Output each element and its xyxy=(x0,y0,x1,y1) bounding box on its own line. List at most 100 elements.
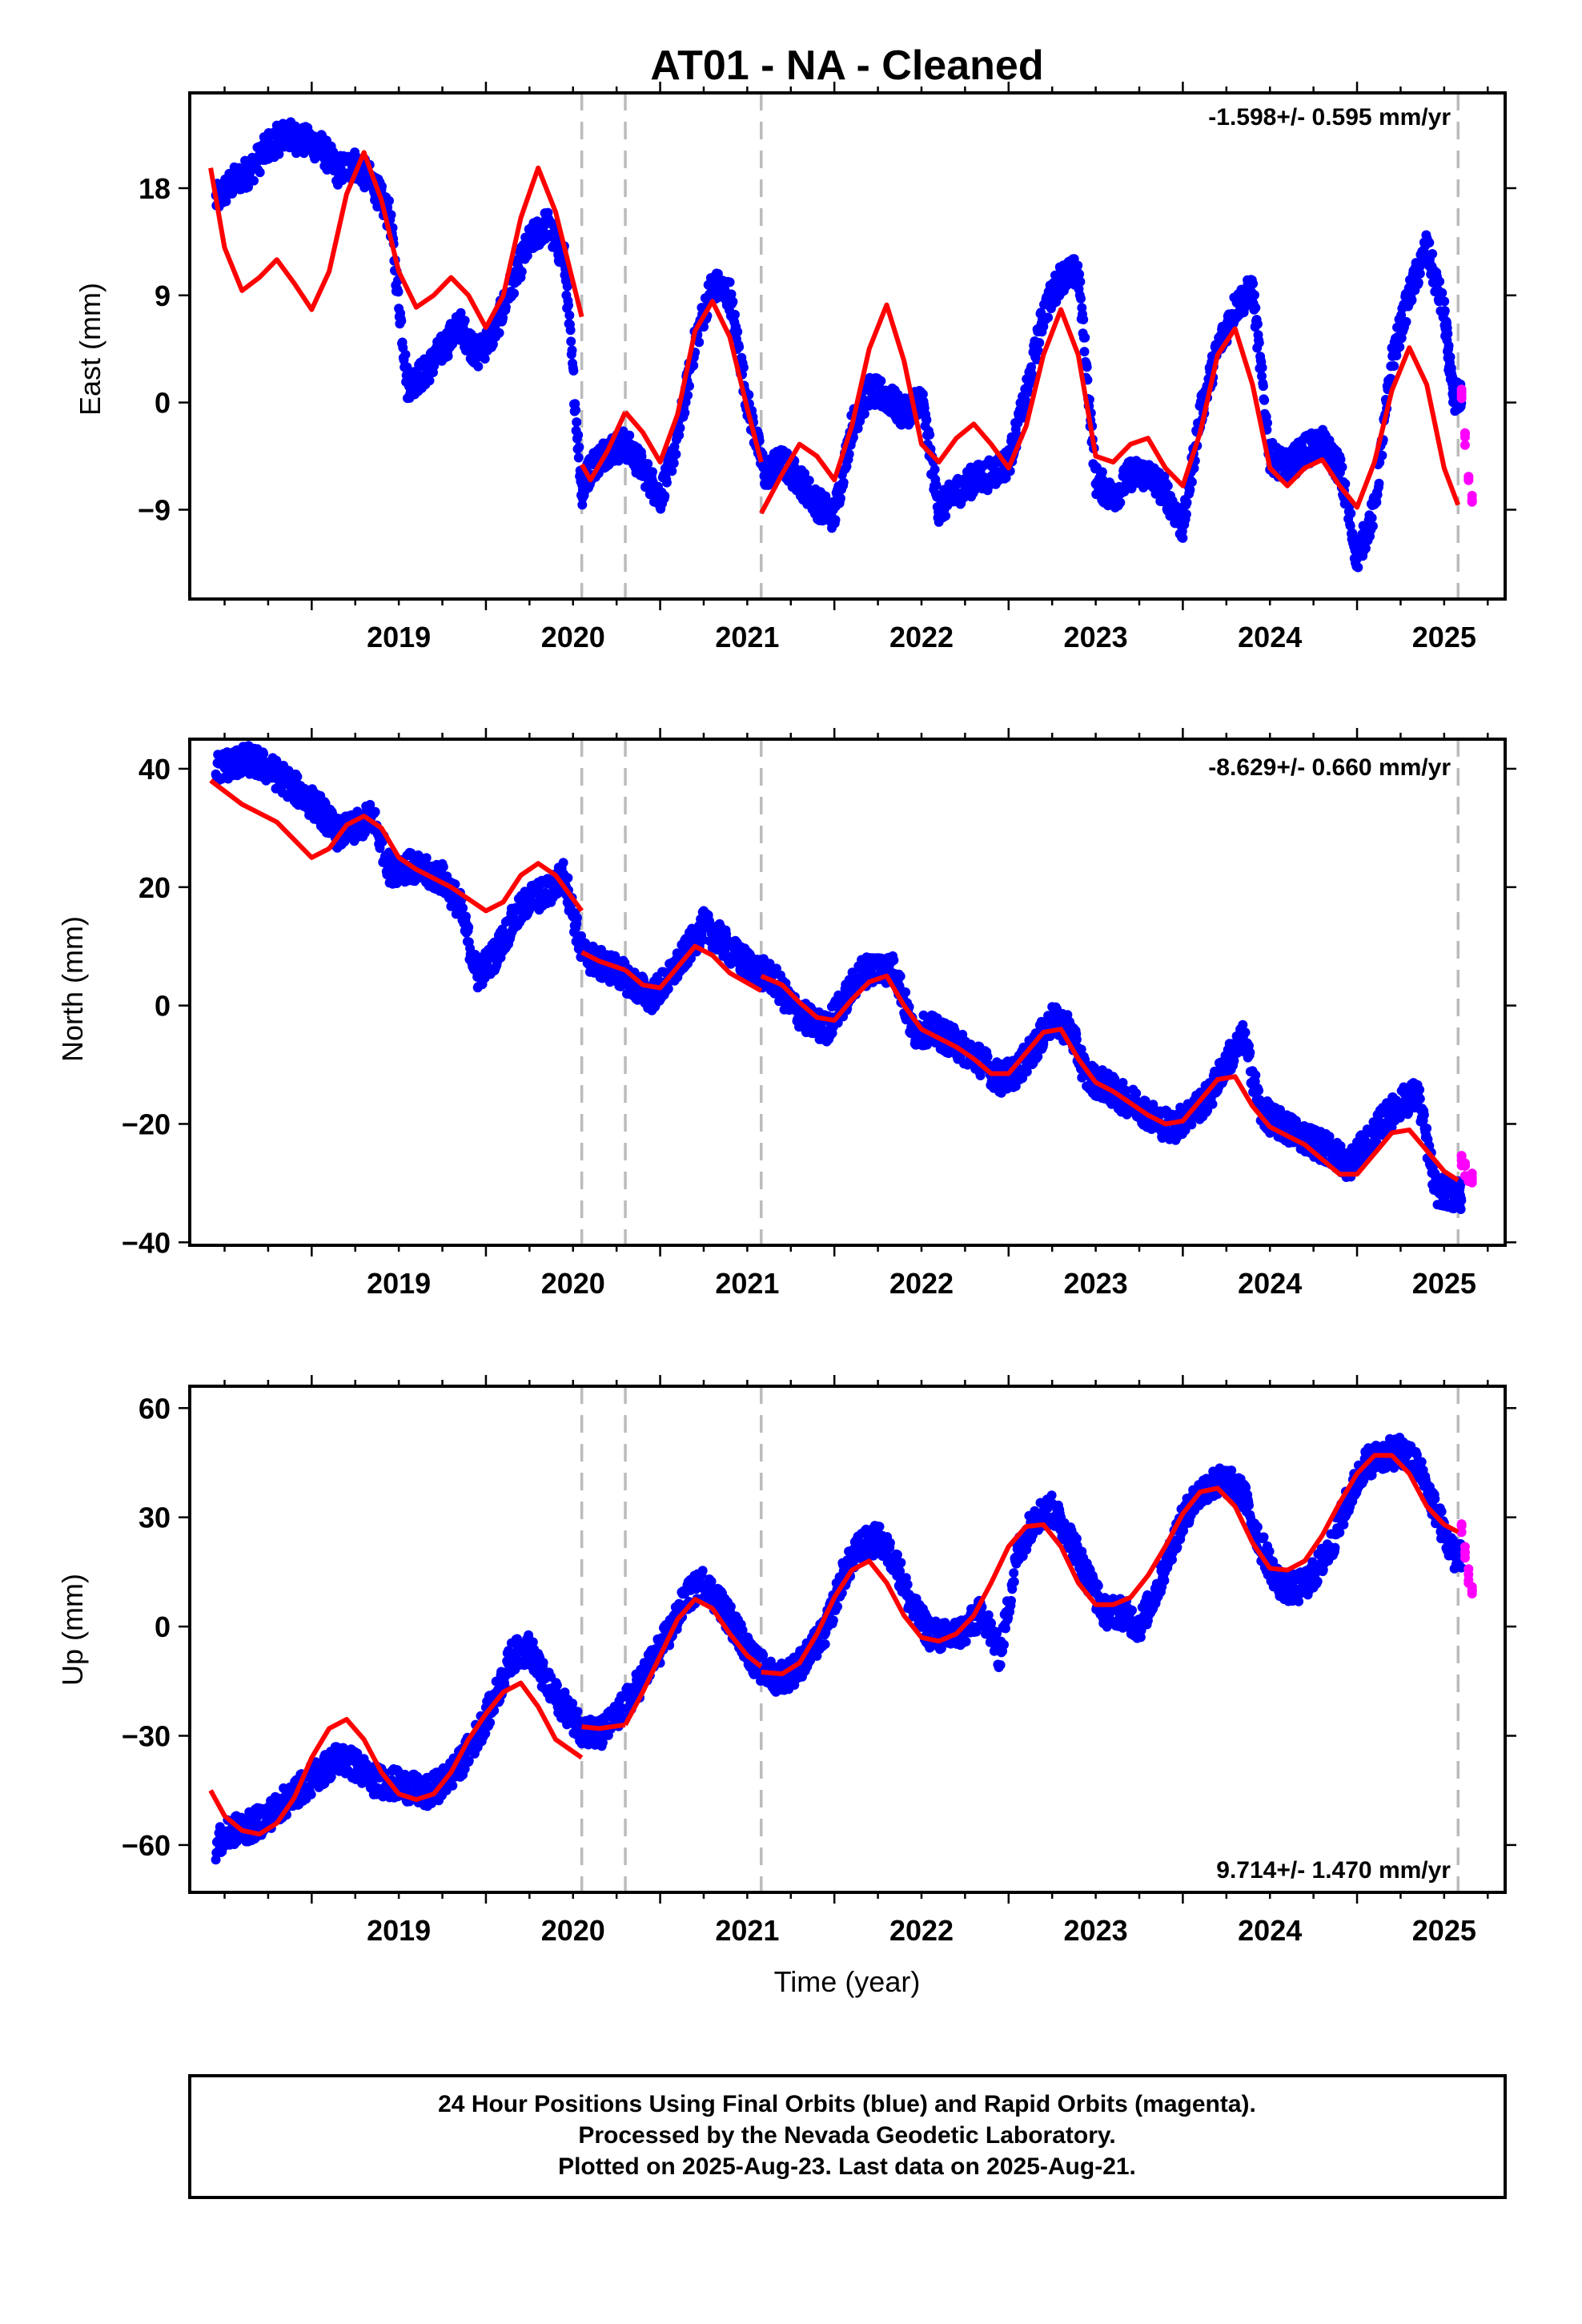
east-final-orbit-point xyxy=(675,423,685,433)
east-final-orbit-point xyxy=(393,287,404,297)
east-final-orbit-point xyxy=(726,289,737,300)
east-final-orbit-point xyxy=(1413,278,1423,287)
east-final-orbit-point xyxy=(572,417,582,428)
east-final-orbit-point xyxy=(669,458,679,468)
east-final-orbit-point xyxy=(1182,497,1192,508)
east-y-tick-label: 9 xyxy=(155,279,171,312)
east-final-orbit-point xyxy=(1445,352,1456,362)
east-final-orbit-point xyxy=(567,345,577,356)
east-final-orbit-point xyxy=(509,288,520,299)
east-final-orbit-point xyxy=(460,316,470,326)
east-final-orbit-point xyxy=(804,476,814,485)
east-final-orbit-point xyxy=(574,442,584,452)
east-final-orbit-point xyxy=(905,416,916,427)
east-final-orbit-point xyxy=(930,464,940,475)
north-final-orbit-point xyxy=(370,806,380,817)
north-final-orbit-point xyxy=(461,911,471,922)
east-final-orbit-point xyxy=(730,309,740,320)
north-final-orbit-point xyxy=(1419,1110,1429,1120)
north-final-orbit-point xyxy=(1254,1085,1264,1096)
north-final-orbit-point xyxy=(1415,1084,1425,1095)
east-final-orbit-point xyxy=(734,342,745,352)
east-final-orbit-point xyxy=(1415,268,1425,279)
east-final-orbit-point xyxy=(733,327,743,337)
north-final-orbit-point xyxy=(292,771,303,782)
east-final-orbit-point xyxy=(1395,342,1405,352)
north-final-orbit-point xyxy=(563,873,573,883)
east-rapid-orbit-point xyxy=(1460,440,1470,450)
east-final-orbit-point xyxy=(725,277,735,287)
east-final-orbit-point xyxy=(396,316,407,326)
east-final-orbit-point xyxy=(1252,319,1263,329)
east-x-tick-label: 2021 xyxy=(715,621,779,653)
east-final-orbit-point xyxy=(577,500,588,510)
east-final-orbit-point xyxy=(1401,316,1411,327)
east-final-orbit-point xyxy=(1443,328,1453,339)
east-final-orbit-point xyxy=(1435,276,1445,287)
east-final-orbit-point xyxy=(516,267,527,277)
north-final-orbit-point xyxy=(558,858,568,868)
east-final-orbit-point xyxy=(1082,362,1092,372)
north-final-orbit-point xyxy=(1422,1124,1432,1133)
east-final-orbit-point xyxy=(500,302,511,312)
north-final-orbit-point xyxy=(1251,1070,1261,1080)
east-final-orbit-point xyxy=(1251,303,1261,313)
north-final-orbit-point xyxy=(1415,1094,1425,1104)
east-final-orbit-point xyxy=(838,477,849,488)
east-final-orbit-point xyxy=(573,430,584,440)
east-final-orbit-point xyxy=(1367,521,1378,531)
east-final-orbit-point xyxy=(660,491,670,501)
east-final-orbit-point xyxy=(564,310,575,320)
north-final-orbit-point xyxy=(1131,1088,1142,1099)
north-final-orbit-point xyxy=(259,749,269,759)
east-final-orbit-point xyxy=(1043,312,1054,323)
east-final-orbit-point xyxy=(443,351,453,361)
east-final-orbit-point xyxy=(565,325,576,336)
east-x-tick-label: 2019 xyxy=(367,621,431,653)
east-final-orbit-point xyxy=(1162,480,1173,491)
north-final-orbit-point xyxy=(572,913,582,923)
east-final-orbit-point xyxy=(1427,249,1438,259)
east-final-orbit-point xyxy=(671,449,681,460)
east-final-orbit-point xyxy=(661,477,672,488)
east-final-orbit-point xyxy=(1033,346,1043,356)
east-final-orbit-point xyxy=(1073,260,1083,271)
north-final-orbit-point xyxy=(471,952,481,963)
east-final-orbit-point xyxy=(667,466,677,476)
east-final-orbit-point xyxy=(1372,489,1383,500)
east-final-orbit-point xyxy=(1257,371,1267,381)
east-final-orbit-point xyxy=(1023,387,1034,397)
east-final-orbit-point xyxy=(1371,497,1382,508)
east-plot-frame xyxy=(188,91,1507,601)
east-final-orbit-point xyxy=(255,167,265,178)
east-final-orbit-point xyxy=(1345,521,1355,531)
east-final-orbit-point xyxy=(1424,238,1435,247)
north-final-orbit-point xyxy=(895,971,905,982)
east-x-tick-label: 2023 xyxy=(1064,621,1128,653)
east-final-orbit-point xyxy=(480,354,490,364)
east-final-orbit-point xyxy=(1078,315,1089,324)
east-rapid-orbit-point xyxy=(1460,428,1470,438)
north-final-orbit-point xyxy=(1240,1027,1251,1038)
east-final-orbit-point xyxy=(386,210,396,220)
east-rapid-orbit-point xyxy=(1467,497,1477,507)
east-final-orbit-point xyxy=(1437,287,1447,298)
east-final-orbit-point xyxy=(1374,478,1384,489)
east-rapid-orbit-point xyxy=(1456,387,1467,397)
east-final-orbit-point xyxy=(1034,338,1045,348)
east-final-orbit-point xyxy=(917,389,928,400)
east-final-orbit-point xyxy=(221,196,231,207)
east-final-orbit-point xyxy=(249,175,259,186)
east-final-orbit-point xyxy=(1254,338,1264,348)
east-final-orbit-point xyxy=(1389,361,1399,371)
east-x-tick-label: 2025 xyxy=(1412,621,1476,653)
north-final-orbit-point xyxy=(438,862,448,872)
east-final-orbit-point xyxy=(1377,450,1387,460)
east-final-orbit-point xyxy=(1181,509,1191,520)
north-final-orbit-point xyxy=(1245,1047,1255,1058)
east-final-orbit-point xyxy=(844,449,854,460)
east-final-orbit-point xyxy=(1250,290,1259,300)
east-final-orbit-point xyxy=(568,365,579,376)
east-final-orbit-point xyxy=(1346,509,1356,519)
east-final-orbit-point xyxy=(1097,467,1107,477)
